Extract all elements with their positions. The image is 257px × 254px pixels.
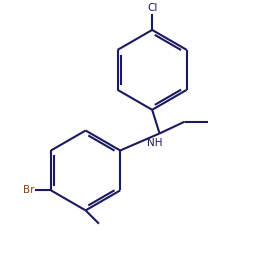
Text: NH: NH xyxy=(147,138,163,148)
Text: Br: Br xyxy=(23,185,35,195)
Text: Cl: Cl xyxy=(147,3,157,13)
